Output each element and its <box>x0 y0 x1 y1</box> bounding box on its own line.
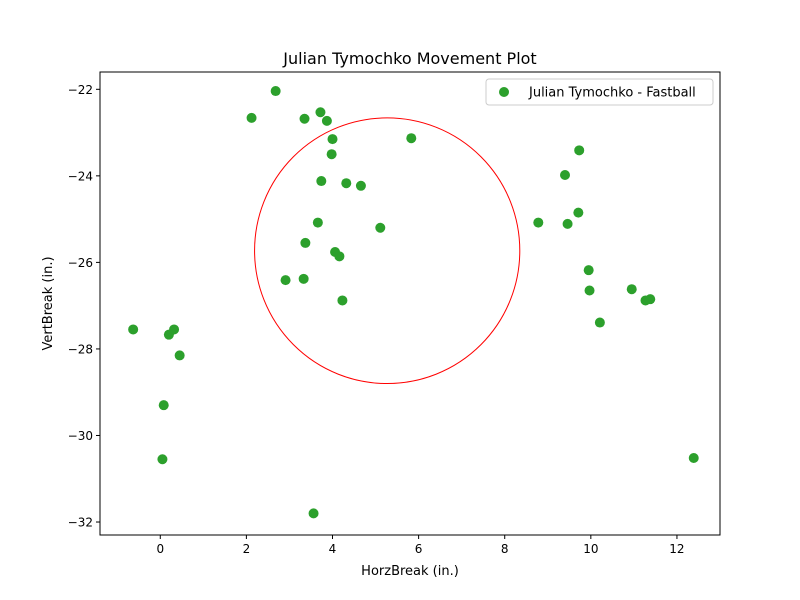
chart-title: Julian Tymochko Movement Plot <box>282 49 536 68</box>
data-point <box>327 134 338 145</box>
y-axis-label: VertBreak (in.) <box>41 256 56 350</box>
axes-frame <box>99 71 721 536</box>
y-tick-label: −22 <box>68 83 93 97</box>
y-tick-label: −24 <box>68 169 93 183</box>
data-point <box>375 222 386 233</box>
data-point <box>533 217 544 228</box>
data-point <box>169 324 180 335</box>
data-point <box>626 284 637 295</box>
data-point <box>594 317 605 328</box>
x-tick-label: 2 <box>243 542 251 556</box>
y-tick-label: −32 <box>68 516 93 530</box>
data-point <box>158 400 169 411</box>
data-point <box>341 178 352 189</box>
legend-label: Julian Tymochko - Fastball <box>528 86 696 101</box>
data-point <box>270 86 281 97</box>
data-point <box>583 265 594 276</box>
legend-box <box>485 78 714 106</box>
y-tick-label: −28 <box>68 342 93 356</box>
data-point <box>315 107 326 118</box>
x-tick-label: 12 <box>669 542 684 556</box>
legend: Julian Tymochko - Fastball <box>485 78 714 106</box>
data-point <box>560 169 570 180</box>
data-point <box>562 218 573 229</box>
data-point <box>574 145 585 156</box>
x-tick-label: 0 <box>156 542 164 556</box>
data-point <box>334 251 345 262</box>
data-point <box>157 454 168 465</box>
data-point <box>246 112 257 123</box>
data-point <box>308 508 319 519</box>
data-point <box>326 149 337 160</box>
data-point <box>298 273 309 284</box>
data-point <box>573 207 584 218</box>
y-tick-label: −26 <box>68 256 93 270</box>
x-tick-label: 8 <box>501 542 509 556</box>
data-point <box>300 237 311 248</box>
data-point <box>584 285 595 296</box>
plot-area <box>128 86 699 519</box>
data-point <box>645 294 656 305</box>
data-point <box>688 452 699 463</box>
x-tick-label: 10 <box>583 542 598 556</box>
x-axis-label: HorzBreak (in.) <box>361 564 459 579</box>
legend-marker <box>499 87 509 97</box>
x-tick-label: 6 <box>415 542 423 556</box>
data-point <box>355 180 366 191</box>
y-axis: −22 −24 −26 −28 −30 −32 <box>68 83 100 530</box>
y-tick-label: −30 <box>68 429 93 443</box>
x-axis: 0 2 4 6 8 10 12 <box>156 535 685 556</box>
data-point <box>321 115 332 126</box>
data-point <box>316 176 327 187</box>
data-point <box>128 324 139 335</box>
data-point <box>337 295 348 306</box>
x-tick-label: 4 <box>329 542 337 556</box>
data-point <box>174 350 185 361</box>
data-point <box>312 217 323 228</box>
data-point <box>280 275 291 286</box>
data-point <box>406 133 417 144</box>
highlight-circle <box>254 117 521 385</box>
data-point <box>299 113 310 124</box>
